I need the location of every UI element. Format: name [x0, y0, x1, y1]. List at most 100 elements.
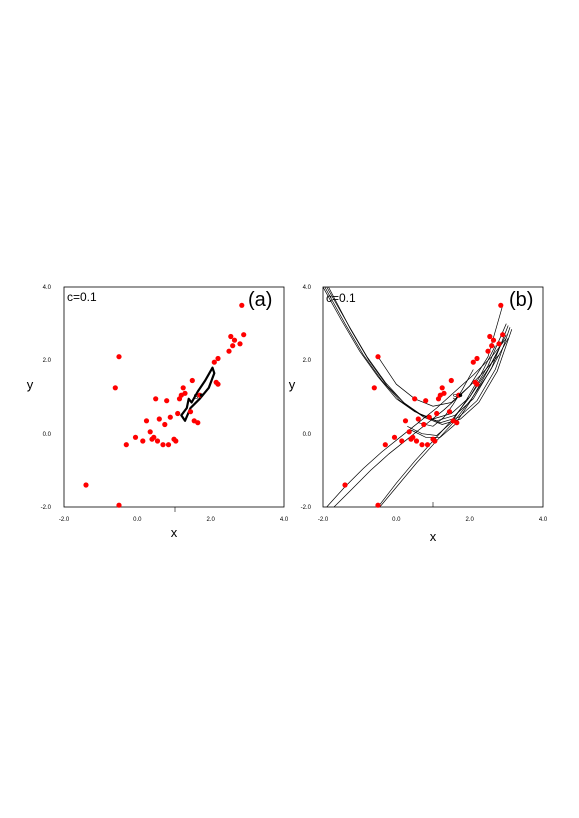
data-point: [489, 343, 495, 349]
data-point: [413, 438, 420, 444]
panel-label-a: (a): [248, 289, 272, 311]
data-point: [432, 438, 438, 444]
data-point: [226, 348, 232, 354]
data-point: [241, 332, 247, 338]
panel-label-b: (b): [509, 289, 533, 311]
manifold-curve-9: [407, 345, 496, 436]
data-point: [147, 429, 153, 435]
data-point: [123, 442, 129, 448]
fixed-point-label-a: S: [194, 394, 199, 401]
data-point: [237, 341, 243, 347]
x-tick-label-b-0: -2.0: [318, 517, 329, 523]
y-tick-label-b-2: 2.0: [303, 358, 312, 364]
data-point: [228, 333, 234, 340]
data-point: [211, 359, 217, 365]
data-point: [439, 385, 445, 391]
x-tick-label-a-0: -2.0: [59, 517, 70, 523]
data-point: [446, 409, 453, 415]
y-axis-label-a: y: [27, 377, 34, 392]
y-tick-label-a-1: 0.0: [43, 432, 52, 438]
data-point: [485, 348, 491, 354]
x-tick-label-b-2: 2.0: [466, 517, 475, 523]
data-point: [406, 429, 412, 435]
manifold-curve-2: [326, 287, 511, 424]
data-point: [175, 410, 181, 417]
data-point: [470, 359, 476, 365]
data-point: [231, 337, 238, 343]
data-point: [151, 434, 157, 440]
data-point: [487, 333, 493, 340]
points-a: [83, 302, 247, 508]
manifold-curve-3: [328, 287, 513, 425]
data-point: [426, 414, 432, 420]
data-point: [412, 396, 418, 402]
fixed-point-b: [458, 393, 463, 397]
x-tick-label-b-3: 4.0: [539, 517, 548, 523]
fixed-point-label-b: S: [453, 394, 458, 401]
data-point: [498, 302, 504, 308]
data-point: [182, 390, 188, 396]
x-tick-label-a-2: 2.0: [207, 517, 216, 523]
data-point: [424, 442, 431, 448]
y-tick-label-a-3: 4.0: [43, 285, 52, 291]
stable-manifold-contour-a: [180, 366, 216, 422]
data-point: [448, 377, 454, 384]
data-point: [382, 442, 388, 448]
data-point: [116, 502, 122, 508]
data-point: [490, 337, 497, 343]
manifold-curves-b: [323, 287, 513, 507]
manifold-curve-6: [333, 354, 500, 507]
data-point: [215, 381, 221, 387]
data-point: [399, 438, 405, 444]
data-point: [156, 416, 162, 422]
x-tick-label-b-1: 0.0: [392, 517, 401, 523]
plot-frame-b: [322, 286, 544, 508]
data-point: [402, 418, 409, 424]
data-point: [215, 355, 221, 362]
y-tick-label-a-0: -2.0: [41, 505, 52, 511]
manifold-curve-5: [326, 338, 507, 507]
data-point: [391, 434, 398, 440]
data-point: [423, 398, 429, 404]
data-point: [167, 414, 173, 420]
data-point: [140, 438, 146, 444]
data-point: [434, 410, 440, 417]
x-tick-label-a-1: 0.0: [133, 517, 142, 523]
y-axis-label-b: y: [289, 377, 296, 392]
x-axis-label-b: x: [430, 529, 437, 544]
data-point: [410, 434, 416, 440]
points-b: [342, 302, 506, 508]
annotation-a: c=0.1: [67, 290, 97, 304]
data-point: [230, 343, 236, 349]
data-point: [415, 416, 421, 422]
data-point: [112, 385, 118, 391]
data-point: [164, 398, 170, 404]
data-point: [160, 442, 166, 448]
data-point: [162, 421, 168, 428]
y-tick-label-b-1: 0.0: [303, 432, 312, 438]
x-axis-label-a: x: [171, 525, 178, 540]
data-point: [454, 420, 460, 426]
data-point: [195, 420, 201, 426]
data-point: [342, 482, 348, 488]
manifold-curve-8: [379, 338, 509, 507]
y-tick-label-b-3: 4.0: [303, 285, 312, 291]
panel-b: -2.0 0.0 2.0 4.0 -2.0 0.0 2.0 4.0 x y c=…: [289, 285, 548, 544]
manifold-curve-0: [323, 287, 507, 420]
data-point: [187, 409, 194, 415]
data-point: [83, 482, 89, 488]
manifold-curve-1: [324, 287, 509, 422]
data-point: [153, 396, 159, 402]
manifold-curve-4: [377, 305, 504, 407]
data-point: [371, 385, 377, 391]
x-tick-label-a-3: 4.0: [280, 517, 289, 523]
data-point: [421, 421, 427, 428]
data-point: [154, 438, 161, 444]
data-point: [500, 332, 506, 338]
y-tick-label-b-0: -2.0: [301, 505, 312, 511]
data-point: [419, 442, 425, 448]
plot-frame-a: [63, 286, 285, 508]
data-point: [189, 377, 195, 384]
data-point: [173, 438, 179, 444]
data-point: [239, 302, 245, 308]
